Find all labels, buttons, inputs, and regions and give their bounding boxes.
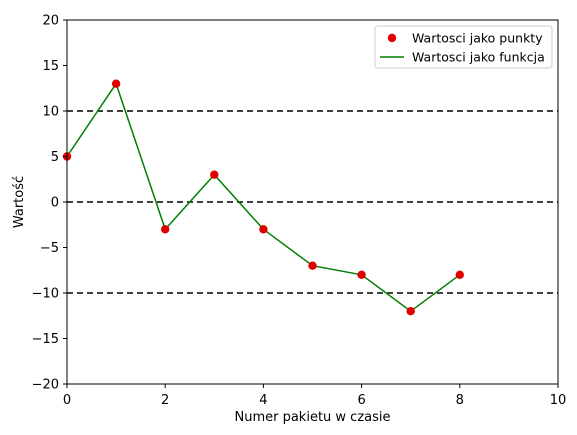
x-tick-label: 10 bbox=[550, 393, 567, 408]
data-point-3 bbox=[210, 170, 219, 179]
y-tick-label: 20 bbox=[42, 14, 59, 29]
legend-label: Wartosci jako punkty bbox=[412, 31, 543, 46]
y-tick-label: 0 bbox=[51, 196, 59, 211]
data-point-7 bbox=[406, 307, 415, 316]
data-point-5 bbox=[308, 261, 317, 270]
y-tick-label: 10 bbox=[42, 105, 59, 120]
y-axis-label: Wartość bbox=[12, 176, 27, 228]
data-point-2 bbox=[161, 225, 170, 234]
series-layer bbox=[62, 79, 464, 316]
x-tick-label: 0 bbox=[63, 393, 71, 408]
data-point-6 bbox=[357, 270, 366, 279]
y-tick-label: −10 bbox=[32, 287, 59, 302]
legend-box bbox=[374, 25, 553, 69]
y-tick-label: −5 bbox=[40, 241, 59, 256]
x-tick-label: 4 bbox=[259, 393, 267, 408]
reference-lines bbox=[67, 110, 558, 294]
x-tick-label: 6 bbox=[357, 393, 365, 408]
data-point-8 bbox=[455, 270, 464, 279]
x-tick-label: 2 bbox=[161, 393, 169, 408]
legend-marker-icon bbox=[387, 33, 397, 43]
y-tick-label: 15 bbox=[42, 59, 59, 74]
legend: Wartosci jako punkty Wartosci jako funkcj… bbox=[374, 25, 553, 69]
data-point-4 bbox=[259, 225, 268, 234]
y-tick-label: 5 bbox=[51, 150, 59, 165]
x-axis-label: Numer pakietu w czasie bbox=[234, 410, 390, 425]
y-tick-label: −15 bbox=[32, 332, 59, 347]
x-tick-label: 8 bbox=[456, 393, 464, 408]
data-point-1 bbox=[111, 79, 121, 88]
y-tick-label: −20 bbox=[32, 378, 59, 393]
legend-label: Wartosci jako funkcja bbox=[412, 50, 545, 65]
axis-ticks: 0 2 4 6 8 10 −20 −15 −10 −5 0 5 10 15 20 bbox=[32, 14, 567, 409]
